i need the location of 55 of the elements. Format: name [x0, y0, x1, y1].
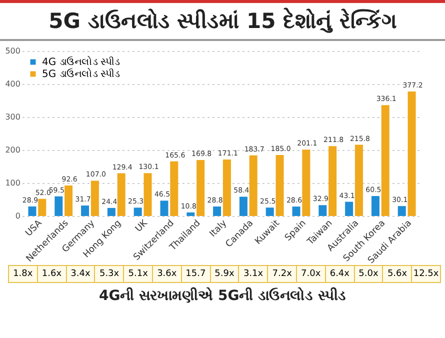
bar	[186, 212, 195, 216]
chart-title: 5G ડાઉનલોડ સ્પીડમાં 15 દેશોનું રેન્કિંગ	[0, 0, 445, 41]
bar	[144, 173, 152, 216]
y-tick-label: 400	[5, 80, 20, 88]
y-tick-label: 200	[5, 146, 20, 154]
bar	[28, 206, 36, 216]
y-tick-label: 500	[5, 46, 20, 56]
bar	[302, 150, 310, 216]
text: 3.4x	[66, 266, 94, 282]
bar	[222, 160, 231, 216]
bar	[371, 196, 380, 216]
text: 3.1x	[238, 266, 268, 282]
text: 5.6x	[382, 266, 412, 282]
bar	[276, 154, 284, 216]
bar	[292, 206, 300, 216]
bar	[107, 208, 116, 216]
bar	[266, 208, 274, 216]
bar	[318, 205, 327, 216]
bar	[160, 200, 168, 216]
bar	[408, 92, 416, 216]
text: 7.2x	[267, 266, 296, 282]
bar	[170, 161, 178, 216]
text: 5.9x	[210, 266, 238, 282]
text: 3.6x	[152, 266, 181, 282]
bar	[38, 198, 46, 216]
text: 5.1x	[123, 266, 152, 282]
bar	[239, 196, 248, 216]
bar	[398, 206, 406, 216]
bar	[249, 155, 258, 216]
bar	[90, 180, 99, 216]
bar	[134, 208, 142, 216]
text: 7.0x	[296, 266, 325, 282]
y-tick-label: 100	[5, 178, 20, 188]
legend-label: 4G ડાઉનલોડ સ્પીડ	[42, 55, 120, 68]
text: 1.8x	[12, 268, 34, 281]
text: 15.7	[180, 266, 210, 282]
bar	[81, 206, 90, 216]
bar	[64, 185, 73, 216]
text: 5.0x	[354, 266, 382, 282]
legend-label: 5G ડાઉનલોડ સ્પીડ	[42, 67, 120, 80]
bar	[196, 160, 205, 216]
y-tick-label: 300	[5, 112, 20, 122]
y-tick-label: 0	[15, 212, 20, 220]
text: 6.4x	[324, 266, 354, 282]
text: 4Gની સરખામણીએ 5Gની ડાઉનલોડ સ્પીડ	[98, 288, 347, 304]
bar	[117, 173, 126, 216]
bar	[345, 202, 354, 216]
bar	[54, 196, 63, 216]
bar	[354, 144, 363, 216]
text: 5.3x	[94, 266, 124, 282]
text: 12.5x	[411, 266, 440, 282]
bar	[213, 206, 222, 216]
text: 1.6x	[36, 266, 66, 282]
bar	[328, 146, 337, 216]
bar	[381, 105, 390, 216]
